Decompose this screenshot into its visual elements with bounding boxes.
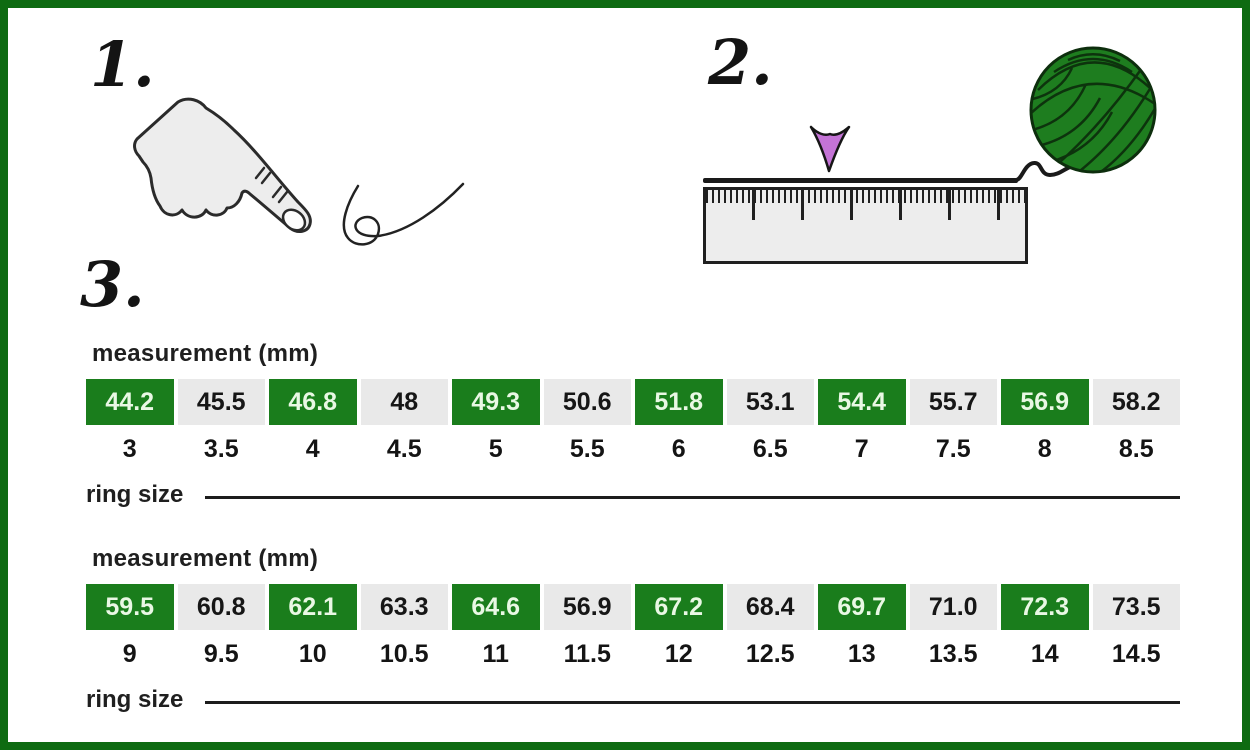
ring-size-value: 5	[488, 435, 503, 463]
ring-size-caption: ring size	[86, 686, 1180, 714]
yarn-string-icon	[1014, 161, 1072, 182]
measurement-row: 44.2 45.5 46.8 48 49.3 50.6 51.8 53.1 54…	[86, 379, 1180, 425]
ring-size-table-1: measurement (mm) 44.2 45.5 46.8 48 49.3 …	[86, 340, 1180, 509]
measurement-cell: 49.3	[452, 379, 540, 425]
ring-size-row: 9 9.5 10 10.5 11 11.5 12 12.5 13 13.5 14…	[86, 634, 1180, 674]
measurement-cell: 50.6	[543, 379, 631, 425]
measurement-cell: 63.3	[360, 584, 448, 630]
ring-size-value: 4.5	[386, 435, 422, 463]
ring-size-label: ring size	[86, 481, 184, 508]
measurement-cell: 44.2	[86, 379, 174, 425]
ring-size-divider-line	[205, 495, 1180, 499]
ring-size-value: 6.5	[752, 435, 788, 463]
ring-size-value: 3.5	[203, 435, 239, 463]
ring-size-value: 13.5	[928, 640, 978, 668]
measurement-cell: 45.5	[177, 379, 265, 425]
down-arrow-icon	[809, 125, 851, 173]
measurement-cell: 56.9	[543, 584, 631, 630]
ring-size-value: 3	[122, 435, 137, 463]
measurement-cell: 56.9	[1001, 379, 1089, 425]
measurement-label: measurement (mm)	[92, 340, 319, 367]
loose-string-icon	[342, 182, 465, 246]
measurement-cell: 62.1	[269, 584, 357, 630]
measurement-cell: 71.0	[909, 584, 997, 630]
measurement-cell: 69.7	[818, 584, 906, 630]
ring-size-value: 10	[298, 640, 327, 668]
measurement-label: measurement (mm)	[92, 545, 319, 572]
ring-size-value: 6	[671, 435, 686, 463]
ring-size-value: 14	[1030, 640, 1059, 668]
step-2-number: 2.	[708, 26, 773, 99]
ring-size-value: 8.5	[1118, 435, 1154, 463]
measurement-cell: 55.7	[909, 379, 997, 425]
ring-size-value: 7	[854, 435, 869, 463]
ring-size-row: 3 3.5 4 4.5 5 5.5 6 6.5 7 7.5 8 8.5	[86, 429, 1180, 469]
measurement-cell: 51.8	[635, 379, 723, 425]
measurement-cell: 67.2	[635, 584, 723, 630]
ring-size-value: 9	[122, 640, 137, 668]
ring-size-value: 12	[664, 640, 693, 668]
measurement-cell: 54.4	[818, 379, 906, 425]
ring-size-value: 7.5	[935, 435, 971, 463]
measurement-cell: 64.6	[452, 584, 540, 630]
ring-size-value: 9.5	[203, 640, 239, 668]
ring-size-value: 8	[1037, 435, 1052, 463]
step-3-number: 3.	[80, 248, 145, 321]
step-1-number: 1.	[90, 28, 155, 101]
ring-size-value: 13	[847, 640, 876, 668]
ring-size-value: 11.5	[563, 640, 611, 668]
ring-size-value: 12.5	[745, 640, 795, 668]
yarn-ball-icon	[1029, 46, 1157, 174]
stretched-string-icon	[703, 178, 1018, 183]
measurement-cell: 60.8	[177, 584, 265, 630]
ring-size-divider-line	[205, 700, 1180, 704]
ring-size-table-2: measurement (mm) 59.5 60.8 62.1 63.3 64.…	[86, 545, 1180, 714]
ring-size-value: 14.5	[1111, 640, 1161, 668]
measurement-cell: 72.3	[1001, 584, 1089, 630]
ring-size-value: 10.5	[379, 640, 429, 668]
measurement-cell: 46.8	[269, 379, 357, 425]
pointing-hand-icon	[133, 97, 465, 246]
measurement-cell: 48	[360, 379, 448, 425]
ring-size-label: ring size	[86, 686, 184, 713]
measurement-row: 59.5 60.8 62.1 63.3 64.6 56.9 67.2 68.4 …	[86, 584, 1180, 630]
measurement-cell: 59.5	[86, 584, 174, 630]
ring-size-caption: ring size	[86, 481, 1180, 509]
string-wrap-marks-icon	[254, 166, 289, 204]
measurement-cell: 58.2	[1092, 379, 1180, 425]
ruler-graphic	[703, 187, 1028, 264]
ring-size-value: 5.5	[569, 435, 605, 463]
ring-size-value: 11	[482, 640, 509, 668]
measurement-cell: 73.5	[1092, 584, 1180, 630]
ring-size-value: 4	[305, 435, 320, 463]
measurement-cell: 53.1	[726, 379, 814, 425]
measurement-cell: 68.4	[726, 584, 814, 630]
fingernail-icon	[281, 208, 307, 232]
